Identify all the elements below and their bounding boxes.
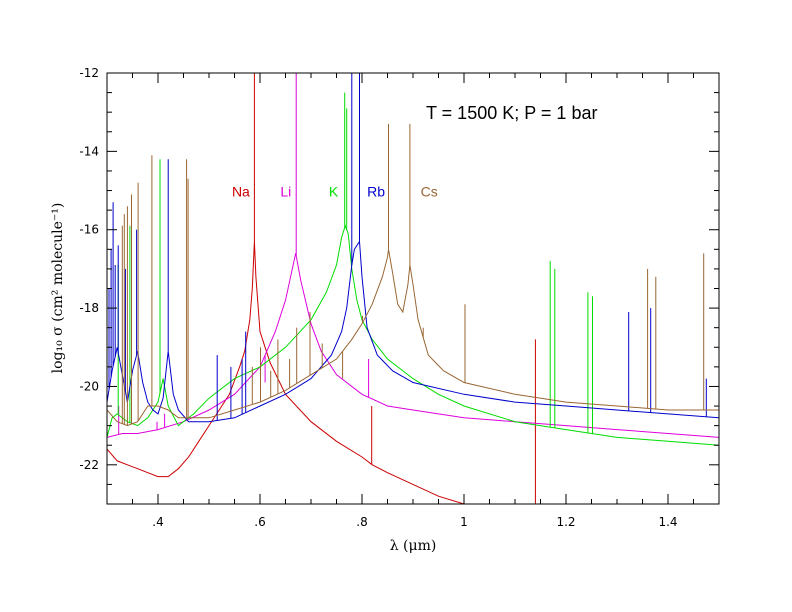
series-line-li — [107, 253, 719, 438]
series-label-rb: Rb — [367, 183, 385, 199]
y-tick-label: -22 — [79, 458, 99, 472]
series-line-na — [107, 241, 467, 504]
x-axis-label: λ (μm) — [390, 538, 437, 554]
x-tick-label: 1.2 — [556, 515, 575, 529]
series-label-na: Na — [232, 183, 250, 199]
series-layer — [107, 73, 719, 504]
series-label-k: K — [329, 183, 339, 199]
series-line-cs — [107, 249, 719, 427]
series-label-li: Li — [280, 183, 291, 199]
y-axis-label: log₁₀ σ (cm² molecule⁻¹) — [50, 203, 66, 374]
x-tick-label: 1 — [460, 515, 468, 529]
series-line-rb — [107, 239, 719, 423]
x-tick-label: .8 — [356, 515, 367, 529]
y-tick-label: -14 — [79, 144, 99, 158]
y-tick-label: -18 — [79, 301, 99, 315]
axis-ticks: .4 .6 .8 1 1.2 1.4 -12 -14 -16 -18 -20 -22 — [79, 66, 720, 529]
x-tick-label: .6 — [254, 515, 265, 529]
series-line-k — [107, 224, 719, 446]
series-labels: Na Li K Rb Cs — [232, 183, 438, 199]
y-tick-label: -20 — [79, 379, 99, 393]
x-tick-label: .4 — [152, 515, 163, 529]
conditions-annotation: T = 1500 K; P = 1 bar — [426, 103, 597, 123]
y-tick-label: -16 — [79, 223, 99, 237]
x-tick-label: 1.4 — [658, 515, 677, 529]
series-label-cs: Cs — [421, 183, 438, 199]
plot-frame — [106, 72, 720, 505]
y-tick-label: -12 — [79, 66, 99, 80]
